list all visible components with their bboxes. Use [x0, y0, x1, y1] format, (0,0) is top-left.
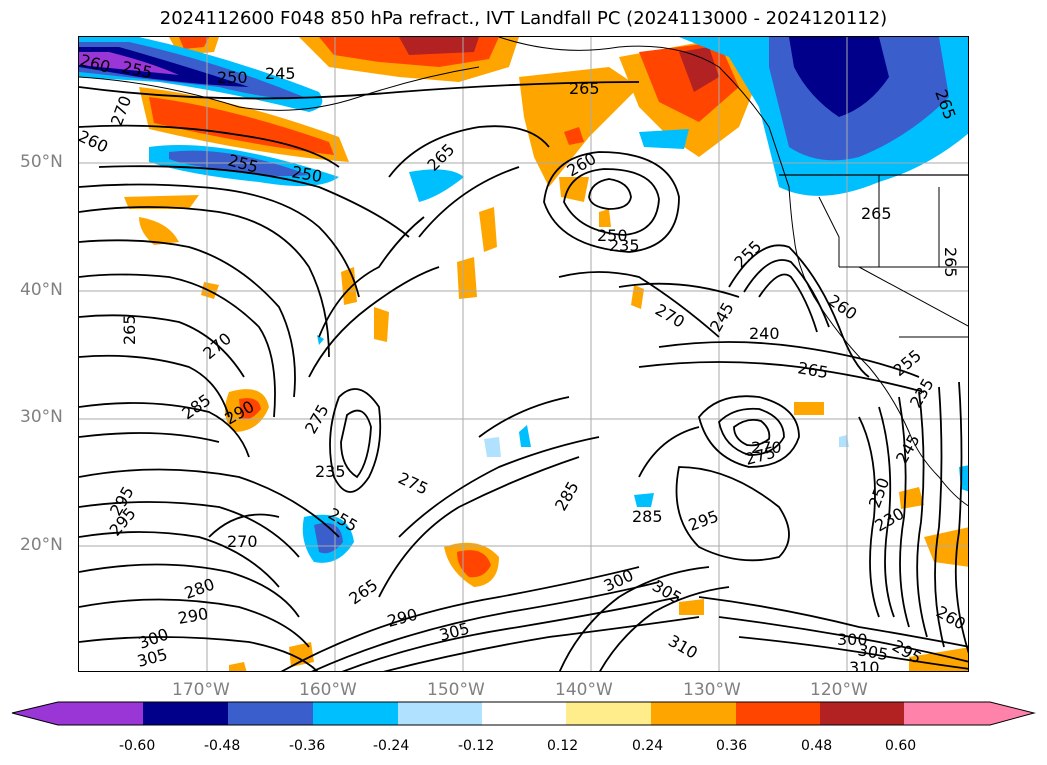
contour-label: 245 [892, 431, 924, 467]
contour-label: 265 [796, 358, 829, 382]
colorbar-bin [398, 702, 482, 725]
lon-label-130w: 130°W [683, 680, 741, 700]
contour-label: 235 [315, 462, 346, 481]
contour-label: 310 [665, 631, 701, 663]
contour-label: 285 [178, 390, 214, 423]
contour-label: 235 [906, 375, 938, 411]
contour-label: 255 [889, 346, 925, 380]
colorbar-bin [566, 702, 651, 725]
shading-positive [124, 37, 968, 671]
colorbar-tick: 0.12 [547, 738, 579, 754]
contour-label: 265 [941, 247, 960, 278]
contour-label: 255 [730, 237, 765, 272]
lon-label-120w: 120°W [810, 680, 868, 700]
lon-label-140w: 140°W [555, 680, 613, 700]
colorbar-bin [736, 702, 820, 725]
shading-negative [79, 37, 968, 563]
contour-label: 310 [849, 658, 880, 672]
contour-label: 265 [569, 79, 600, 98]
colorbar-bin [482, 702, 566, 725]
colorbar-tick: 0.60 [885, 738, 917, 754]
graticule [79, 37, 968, 671]
contour-label: 295 [686, 506, 721, 534]
contour-label: 250 [597, 226, 628, 245]
colorbar-tick: 0.36 [716, 738, 748, 754]
contour-label: 285 [551, 478, 583, 514]
colorbar-tick: 0.48 [801, 738, 833, 754]
colorbar-tick: -0.24 [373, 738, 410, 754]
contours [79, 81, 968, 671]
colorbar-bin [651, 702, 736, 725]
colorbar-bin [820, 702, 904, 725]
lat-label-20n: 20°N [20, 535, 63, 555]
contour-label: 290 [385, 605, 419, 631]
contour-label: 265 [423, 140, 458, 175]
lon-label-150w: 150°W [427, 680, 485, 700]
contour-label: 270 [107, 93, 135, 128]
contour-label: 280 [182, 574, 217, 602]
colorbar-extend-max [904, 702, 1034, 725]
coastlines [79, 37, 968, 507]
colorbar-bin [313, 702, 398, 725]
contour-label: 235 [609, 236, 640, 255]
lat-label-40n: 40°N [20, 280, 63, 300]
colorbar [11, 701, 1036, 726]
colorbar-tick: -0.12 [458, 738, 495, 754]
contour-label: 285 [632, 507, 663, 526]
colorbar-tick: -0.36 [289, 738, 326, 754]
contour-label: 275 [743, 443, 777, 469]
contour-label: 265 [345, 575, 381, 608]
contour-label: 245 [265, 64, 296, 83]
lat-label-30n: 30°N [20, 407, 63, 427]
lat-label-50n: 50°N [20, 152, 63, 172]
colorbar-bin [228, 702, 313, 725]
colorbar-tick: 0.24 [632, 738, 664, 754]
contour-label: 305 [437, 619, 471, 645]
contour-label: 260 [933, 602, 969, 634]
contour-label: 300 [136, 624, 171, 652]
colorbar-extend-min [12, 702, 143, 725]
contour-label: 265 [120, 314, 139, 345]
lon-label-160w: 160°W [299, 680, 357, 700]
colorbar-tick: -0.48 [204, 738, 241, 754]
contour-label: 260 [825, 291, 861, 324]
lon-label-170w: 170°W [172, 680, 230, 700]
contour-label: 275 [395, 468, 431, 498]
contour-label: 270 [227, 532, 258, 551]
contour-label: 290 [176, 604, 209, 628]
contour-label: 240 [749, 324, 780, 343]
map-frame: 260 255 250 245 270 260 255 250 265 265 … [78, 36, 969, 672]
map-title: 2024112600 F048 850 hPa refract., IVT La… [159, 8, 888, 29]
contour-label: 265 [861, 204, 892, 223]
colorbar-tick: -0.60 [119, 738, 156, 754]
colorbar-bin [143, 702, 228, 725]
contour-label: 250 [217, 68, 248, 87]
contour-label: 260 [79, 126, 111, 156]
contour-label: 300 [837, 630, 868, 649]
map-canvas: 260 255 250 245 270 260 255 250 265 265 … [79, 37, 969, 672]
contour-label: 270 [751, 438, 782, 457]
contour-label: 270 [652, 300, 688, 332]
